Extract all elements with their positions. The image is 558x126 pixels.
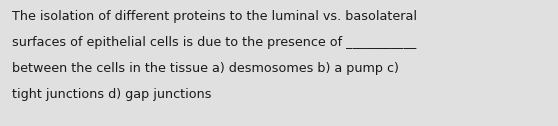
Text: The isolation of different proteins to the luminal vs. basolateral: The isolation of different proteins to t… bbox=[12, 10, 417, 23]
Text: tight junctions d) gap junctions: tight junctions d) gap junctions bbox=[12, 88, 211, 101]
Text: between the cells in the tissue a) desmosomes b) a pump c): between the cells in the tissue a) desmo… bbox=[12, 62, 399, 75]
Text: surfaces of epithelial cells is due to the presence of ___________: surfaces of epithelial cells is due to t… bbox=[12, 36, 416, 49]
